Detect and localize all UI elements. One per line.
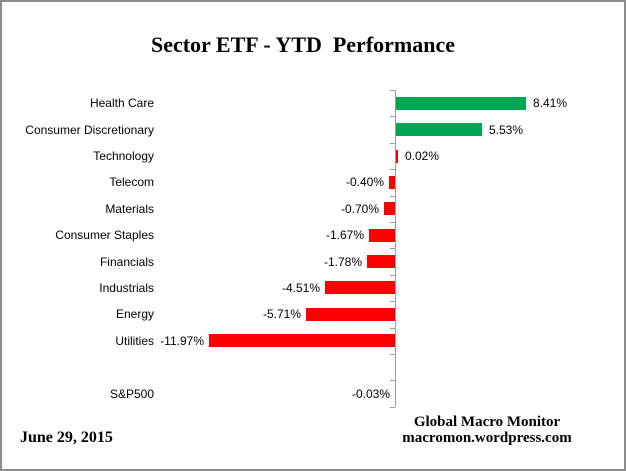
category-label: Consumer Discretionary: [25, 123, 154, 137]
value-label: -4.51%: [281, 281, 320, 295]
category-label: Telecom: [109, 175, 154, 189]
axis-tick: [390, 380, 395, 381]
footer-date: June 29, 2015: [20, 429, 113, 446]
category-label: Energy: [115, 307, 154, 321]
axis-tick: [390, 407, 395, 408]
axis-tick: [390, 222, 395, 223]
category-label: Technology: [93, 149, 154, 163]
value-label: -0.03%: [351, 387, 390, 401]
bar: [367, 255, 395, 268]
category-label: Materials: [105, 202, 154, 216]
category-label: Financials: [99, 255, 154, 269]
category-label: Consumer Staples: [55, 228, 154, 242]
footer-brand-url: macromon.wordpress.com: [402, 430, 572, 446]
footer-brand: Global Macro Monitor macromon.wordpress.…: [347, 414, 624, 446]
axis-tick: [390, 196, 395, 197]
axis-tick: [390, 354, 395, 355]
bar: [325, 281, 395, 294]
category-label: Health Care: [89, 96, 154, 110]
bar: [306, 308, 395, 321]
bar: [369, 229, 395, 242]
footer-brand-name: Global Macro Monitor: [413, 414, 561, 430]
value-label: -0.40%: [345, 175, 384, 189]
y-axis-line: [395, 90, 396, 407]
axis-tick: [390, 90, 395, 91]
value-label: 5.53%: [489, 123, 524, 137]
bar: [396, 123, 482, 136]
value-label: -1.67%: [325, 228, 364, 242]
axis-tick: [390, 301, 395, 302]
category-label: Industrials: [99, 281, 154, 295]
bar: [396, 97, 526, 110]
axis-tick: [390, 248, 395, 249]
bar: [396, 150, 398, 163]
axis-tick: [390, 275, 395, 276]
bar: [209, 334, 395, 347]
value-label: 0.02%: [405, 149, 440, 163]
axis-tick: [390, 328, 395, 329]
value-label: -11.97%: [160, 334, 204, 348]
axis-tick: [390, 143, 395, 144]
bar: [384, 202, 395, 215]
value-label: -0.70%: [340, 202, 379, 216]
bar: [389, 176, 395, 189]
value-label: -5.71%: [262, 307, 301, 321]
value-label: 8.41%: [533, 96, 568, 110]
axis-tick: [390, 116, 395, 117]
category-label: Utilities: [115, 334, 154, 348]
axis-tick: [390, 169, 395, 170]
chart-title: Sector ETF - YTD Performance: [150, 32, 456, 57]
value-label: -1.78%: [323, 255, 362, 269]
category-label: S&P500: [109, 387, 154, 401]
